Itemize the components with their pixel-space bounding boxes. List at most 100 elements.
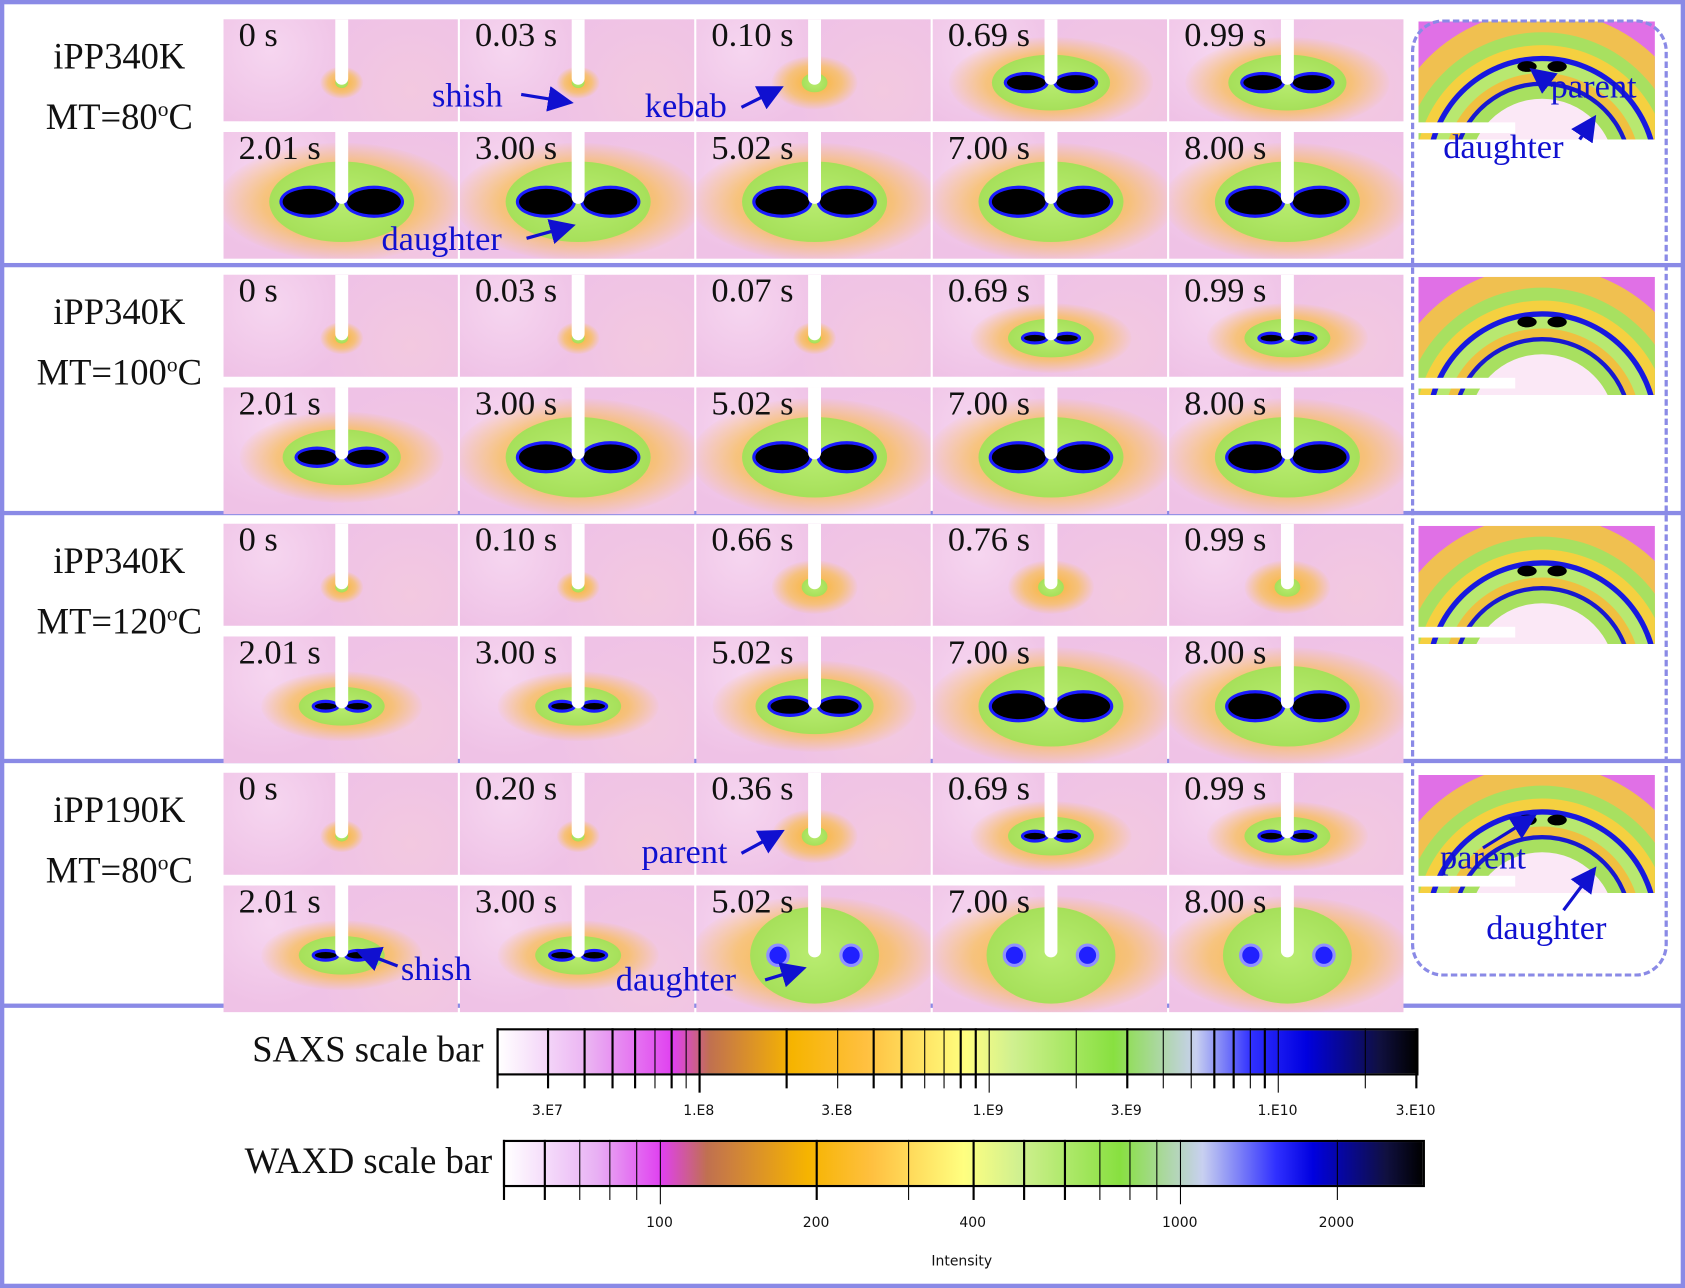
row-label: iPP340K MT=100oC	[6, 288, 232, 400]
beamstop	[335, 387, 349, 460]
saxs-frame	[223, 772, 458, 875]
waxd-arc-spot	[1517, 565, 1537, 577]
arrow-parent	[740, 829, 785, 855]
arrow-shish	[355, 946, 399, 971]
arrow-kebab	[740, 86, 784, 110]
time-label: 8.00 s	[1184, 127, 1267, 167]
scale-tick	[836, 1028, 839, 1089]
beamstop	[1044, 636, 1058, 709]
time-label: 3.00 s	[474, 383, 558, 422]
kebab-lobe	[1312, 943, 1336, 967]
beamstop	[1044, 274, 1058, 341]
time-label: 0.03 s	[474, 270, 558, 310]
arrow-daughter	[526, 219, 576, 245]
scale-tick	[1213, 1028, 1215, 1089]
kebab-lobe	[816, 441, 877, 474]
beamstop	[1280, 772, 1294, 839]
beamstop	[335, 19, 349, 85]
saxs-frame	[459, 387, 695, 515]
time-label: 3.00 s	[474, 881, 558, 920]
saxs-frame	[696, 523, 931, 626]
waxd-dashed-frame	[1410, 19, 1668, 977]
arrow-shish	[520, 86, 574, 112]
saxs-frame	[696, 636, 931, 764]
row-divider	[0, 262, 1685, 268]
scale-tick	[1232, 1028, 1235, 1089]
scale-tick	[611, 1028, 614, 1089]
time-label: 0 s	[238, 270, 278, 310]
saxs-frame	[932, 636, 1168, 764]
beamstop	[1280, 274, 1294, 341]
waxd-pattern	[1418, 525, 1655, 644]
mt-degree: o	[166, 602, 178, 626]
time-label: 8.00 s	[1184, 632, 1267, 671]
time-label: 0.99 s	[1184, 519, 1267, 559]
scale-tick	[583, 1028, 586, 1089]
saxs-frame	[932, 132, 1168, 259]
row-label: iPP340K MT=120oC	[6, 537, 232, 649]
scale-tick	[578, 1139, 581, 1200]
annotation-waxd-daughter: daughter	[1443, 126, 1564, 166]
time-label: 8.00 s	[1184, 881, 1267, 920]
time-label: 2.01 s	[238, 127, 321, 167]
scale-tick	[943, 1028, 945, 1089]
saxs-frame	[932, 274, 1168, 377]
time-label: 2.01 s	[238, 881, 321, 920]
saxs-frame	[459, 132, 695, 259]
mt-unit: C	[168, 98, 193, 138]
scale-tick	[785, 1028, 788, 1089]
mt-degree: o	[157, 851, 169, 875]
scale-tick	[502, 1139, 505, 1200]
time-label: 0.69 s	[947, 15, 1030, 54]
saxs-frame	[1169, 274, 1404, 377]
scale-tick	[988, 1028, 990, 1093]
time-label: 0.66 s	[711, 519, 794, 559]
time-label: 0.99 s	[1184, 768, 1267, 808]
scale-tick	[816, 1139, 818, 1200]
scale-tick	[974, 1028, 977, 1089]
saxs-frame	[223, 132, 458, 259]
time-label: 2.01 s	[238, 383, 321, 422]
melt-temperature: MT=120oC	[6, 588, 232, 648]
mt-value: MT=80	[45, 98, 158, 138]
waxd-pattern	[1418, 276, 1655, 395]
scale-tick	[635, 1139, 638, 1200]
saxs-frame	[932, 387, 1168, 515]
scale-tick	[872, 1028, 875, 1089]
annotation-kebab: kebab	[644, 85, 727, 125]
beamstop	[1280, 387, 1294, 460]
beamstop	[808, 636, 822, 709]
waxd-arc-spot	[1517, 316, 1537, 328]
beamstop	[1280, 19, 1294, 85]
scale-tick	[1155, 1139, 1158, 1200]
scale-tick-label: 100	[646, 1215, 673, 1232]
saxs-frame	[1169, 132, 1404, 259]
beamstop	[571, 885, 585, 958]
time-label: 3.00 s	[474, 127, 558, 167]
mt-value: MT=120	[36, 602, 167, 643]
intensity-axis-title: Intensity	[931, 1253, 993, 1270]
kebab-lobe	[1239, 943, 1263, 967]
beamstop	[808, 772, 822, 839]
scale-tick	[907, 1139, 910, 1200]
beamstop	[1044, 772, 1058, 839]
time-label: 3.00 s	[474, 632, 558, 671]
waxd-scale-bar-label: WAXD scale bar	[244, 1142, 493, 1182]
annotation-waxd-parent: parent	[1550, 66, 1637, 106]
time-label: 0 s	[238, 15, 278, 54]
saxs-frame	[459, 523, 695, 626]
scale-tick-label: 3.E8	[821, 1103, 853, 1120]
scale-tick	[698, 1028, 701, 1093]
kebab-lobe	[1289, 185, 1350, 218]
sample-name: iPP340K	[53, 542, 186, 582]
arrow-waxd-parent	[1482, 814, 1537, 850]
time-label: 5.02 s	[711, 127, 794, 167]
waxd-rings	[1418, 774, 1655, 894]
kebab-lobe	[1075, 943, 1100, 967]
time-label: 7.00 s	[947, 127, 1030, 167]
time-label: 7.00 s	[947, 383, 1030, 422]
saxs-frame	[932, 523, 1168, 626]
annotation-waxd-daughter: daughter	[1486, 908, 1607, 947]
time-label: 8.00 s	[1184, 383, 1267, 422]
